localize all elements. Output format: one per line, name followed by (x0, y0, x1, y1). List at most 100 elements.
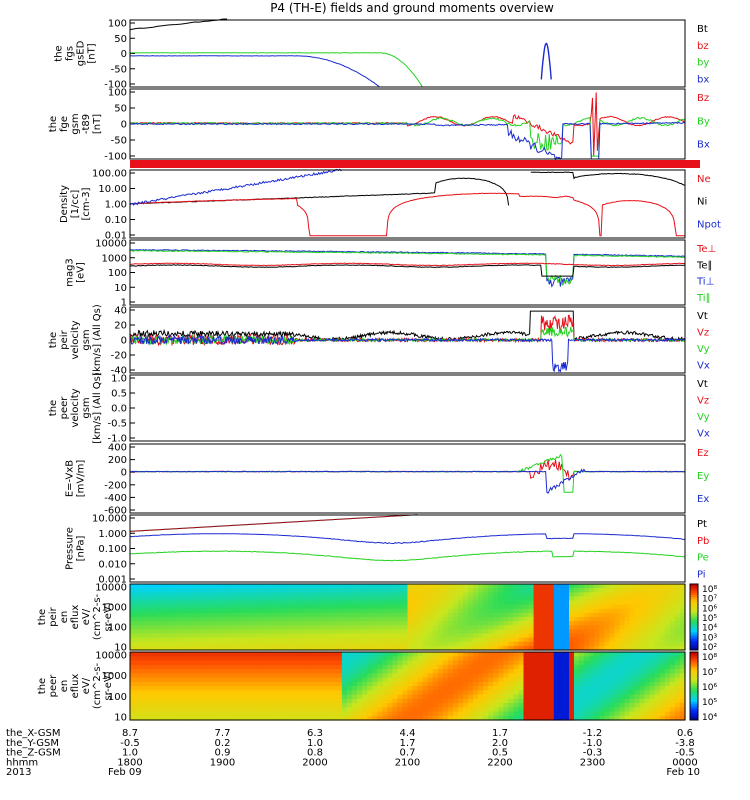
spectrogram-cell (382, 698, 388, 704)
spectrogram-cell (251, 656, 257, 662)
spectrogram-cell (160, 669, 166, 674)
spectrogram-cell (296, 711, 303, 717)
spectrogram-cell (331, 660, 338, 666)
spectrogram-cell (326, 715, 333, 721)
spectrogram-cell (241, 612, 247, 618)
spectrogram-cell (468, 588, 474, 593)
spectrogram-cell (518, 641, 525, 647)
spectrogram-cell (331, 600, 338, 606)
spectrogram-cell (589, 592, 595, 597)
spectrogram-cell (604, 677, 610, 683)
legend-entry: Npot (697, 219, 721, 230)
spectrogram-cell (654, 645, 661, 651)
colorbar-cell (690, 679, 698, 682)
spectrogram-cell (316, 621, 323, 626)
spectrogram-cell (382, 621, 388, 626)
spectrogram-cell (402, 669, 409, 674)
spectrogram-cell (584, 612, 590, 618)
spectrogram-cell (246, 677, 252, 683)
spectrogram-cell (175, 633, 181, 639)
spectrogram-cell (230, 690, 237, 696)
spectrogram-cell (316, 588, 323, 593)
y-tick-label: 0 (121, 336, 127, 347)
spectrogram-cell (493, 629, 499, 635)
spectrogram-cell (402, 652, 409, 657)
spectrogram-cell (543, 604, 550, 610)
spectrogram-cell (654, 641, 661, 647)
spectrogram-cell (190, 673, 197, 679)
spectrogram-cell (316, 715, 323, 721)
spectrogram-cell (200, 669, 207, 674)
spectrogram-cell (301, 608, 308, 614)
spectrogram-cell (316, 637, 323, 643)
spectrogram-cell (200, 660, 207, 666)
y-tick-label: 10 (114, 283, 127, 294)
y-axis-label: [eV] (76, 262, 87, 283)
spectrogram-cell (589, 707, 595, 713)
spectrogram-cell (558, 637, 565, 643)
spectrogram-cell (261, 617, 267, 622)
spectrogram-cell (644, 621, 651, 626)
spectrogram-cell (498, 621, 504, 626)
spectrogram-cell (225, 673, 232, 679)
spectrogram-cell (447, 596, 454, 602)
spectrogram-cell (654, 596, 661, 602)
spectrogram-cell (241, 596, 247, 602)
spectrogram-cell (543, 664, 550, 670)
spectrogram-cell (160, 681, 166, 687)
spectrogram-cell (316, 656, 323, 662)
spectrogram-cell (513, 621, 520, 626)
spectrogram-cell (513, 588, 520, 593)
spectrogram-cell (579, 645, 585, 651)
spectrogram-cell (533, 681, 540, 687)
y-axis-label: [nT] (87, 43, 98, 63)
spectrogram-cell (286, 645, 292, 651)
colorbar-label: 10⁶ (702, 604, 717, 614)
spectrogram-cell (579, 698, 585, 704)
spectrogram-cell (654, 652, 661, 657)
spectrogram-cell (397, 698, 403, 704)
spectrogram-cell (387, 633, 393, 639)
spectrogram-cell (140, 584, 146, 589)
spectrogram-cell (493, 660, 499, 666)
spectrogram-cell (392, 621, 398, 626)
spectrogram-cell (569, 652, 575, 657)
spectrogram-cell (558, 707, 565, 713)
spectrogram-cell (175, 677, 181, 683)
legend-entry: Vz (697, 328, 709, 339)
spectrogram-cell (382, 645, 388, 651)
spectrogram-cell (463, 637, 469, 643)
spectrogram-cell (336, 690, 343, 696)
spectrogram-cell (205, 694, 212, 700)
spectrogram-cell (594, 596, 600, 602)
spectrogram-cell (170, 656, 176, 662)
spectrogram-cell (558, 673, 565, 679)
spectrogram-cell (609, 652, 615, 657)
spectrogram-cell (331, 645, 338, 651)
spectrogram-cell (442, 629, 449, 635)
y-tick-label: 1000 (102, 253, 127, 264)
spectrogram-cell (447, 621, 454, 626)
spectrogram-cell (220, 612, 227, 618)
spectrogram-cell (215, 621, 222, 626)
spectrogram-cell (215, 673, 222, 679)
spectrogram-cell (599, 707, 605, 713)
spectrogram-cell (130, 617, 136, 622)
colorbar-cell (690, 595, 698, 598)
spectrogram-cell (180, 604, 187, 610)
spectrogram-cell (674, 711, 681, 717)
spectrogram-cell (392, 617, 398, 622)
spectrogram-cell (553, 612, 560, 618)
spectrogram-cell (574, 596, 580, 602)
spectrogram-cell (538, 588, 545, 593)
spectrogram-cell (135, 641, 141, 647)
spectrogram-cell (347, 612, 353, 618)
spectrogram-cell (639, 608, 646, 614)
spectrogram-cell (558, 621, 565, 626)
spectrogram-cell (271, 673, 277, 679)
spectrogram-cell (397, 596, 403, 602)
spectrogram-cell (422, 681, 429, 687)
spectrogram-cell (614, 669, 620, 674)
spectrogram-cell (427, 660, 434, 666)
spectrogram-cell (341, 608, 348, 614)
